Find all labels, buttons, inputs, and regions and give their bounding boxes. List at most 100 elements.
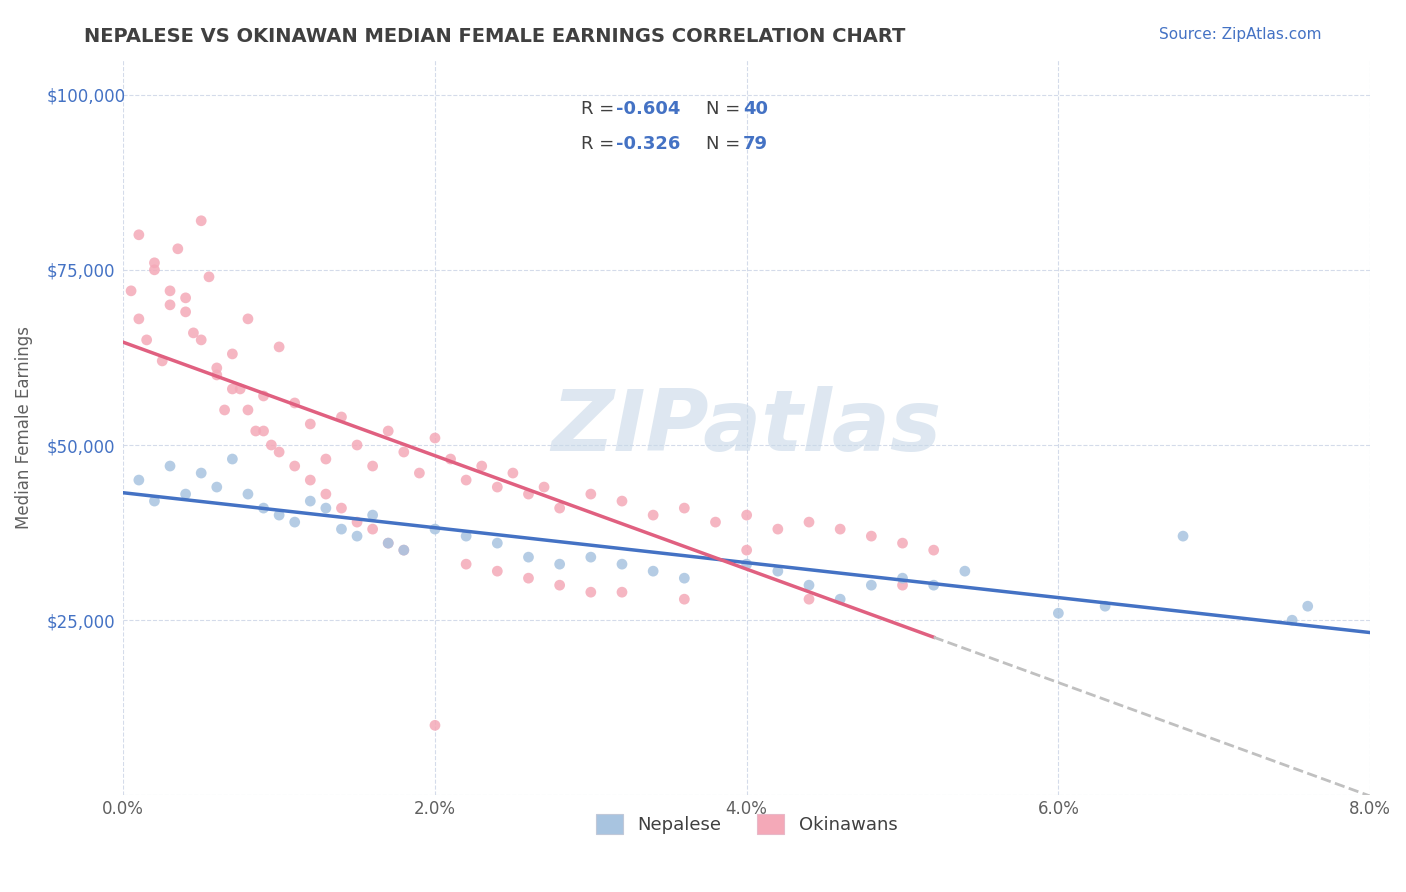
Point — [891, 578, 914, 592]
Point — [673, 571, 696, 585]
Point — [284, 515, 307, 529]
Text: R =: R = — [581, 100, 620, 118]
Point — [330, 522, 353, 536]
Point — [673, 501, 696, 516]
Point — [643, 564, 665, 578]
Point — [128, 473, 150, 487]
Point — [205, 368, 228, 382]
Point — [190, 466, 212, 480]
Point — [766, 522, 789, 536]
Point — [143, 256, 166, 270]
Text: R =: R = — [581, 135, 620, 153]
Point — [860, 529, 883, 543]
Point — [236, 403, 259, 417]
Point — [330, 501, 353, 516]
Point — [174, 291, 197, 305]
Point — [797, 578, 820, 592]
Point — [830, 522, 852, 536]
Point — [891, 536, 914, 550]
Text: Source: ZipAtlas.com: Source: ZipAtlas.com — [1159, 27, 1322, 42]
Point — [269, 508, 291, 522]
Point — [135, 333, 157, 347]
Legend: Nepalese, Okinawans: Nepalese, Okinawans — [585, 803, 908, 846]
Point — [735, 508, 758, 522]
Point — [198, 269, 221, 284]
Point — [392, 543, 415, 558]
Point — [486, 564, 509, 578]
Text: ZIPatlas: ZIPatlas — [551, 386, 942, 469]
Point — [797, 592, 820, 607]
Point — [456, 557, 478, 571]
Point — [190, 214, 212, 228]
Point — [361, 458, 384, 473]
Point — [229, 382, 252, 396]
Point — [269, 340, 291, 354]
Point — [610, 585, 633, 599]
Point — [471, 458, 494, 473]
Point — [423, 718, 446, 732]
Text: NEPALESE VS OKINAWAN MEDIAN FEMALE EARNINGS CORRELATION CHART: NEPALESE VS OKINAWAN MEDIAN FEMALE EARNI… — [84, 27, 905, 45]
Point — [143, 494, 166, 508]
Text: 79: 79 — [742, 135, 768, 153]
Point — [284, 458, 307, 473]
Point — [299, 494, 322, 508]
Point — [797, 515, 820, 529]
Point — [377, 536, 399, 550]
Point — [361, 508, 384, 522]
Point — [735, 543, 758, 558]
Point — [1094, 599, 1116, 614]
Point — [174, 305, 197, 319]
Point — [174, 487, 197, 501]
Point — [236, 311, 259, 326]
Point — [252, 424, 274, 438]
Point — [284, 396, 307, 410]
Y-axis label: Median Female Earnings: Median Female Earnings — [15, 326, 32, 529]
Point — [260, 438, 283, 452]
Point — [517, 571, 540, 585]
Point — [221, 452, 243, 467]
Point — [610, 557, 633, 571]
Point — [456, 473, 478, 487]
Point — [236, 487, 259, 501]
Point — [315, 501, 337, 516]
Point — [517, 487, 540, 501]
Point — [704, 515, 727, 529]
Point — [143, 262, 166, 277]
Point — [205, 360, 228, 375]
Point — [1296, 599, 1319, 614]
Point — [548, 557, 571, 571]
Point — [315, 452, 337, 467]
Point — [922, 578, 945, 592]
Point — [252, 389, 274, 403]
Point — [486, 536, 509, 550]
Point — [643, 508, 665, 522]
Point — [252, 501, 274, 516]
Point — [183, 326, 205, 340]
Point — [423, 431, 446, 445]
Point — [377, 424, 399, 438]
Text: -0.604: -0.604 — [616, 100, 681, 118]
Point — [221, 347, 243, 361]
Point — [423, 522, 446, 536]
Point — [830, 592, 852, 607]
Point — [922, 543, 945, 558]
Point — [766, 564, 789, 578]
Point — [673, 592, 696, 607]
Point — [330, 409, 353, 424]
Point — [486, 480, 509, 494]
Point — [205, 480, 228, 494]
Point — [610, 494, 633, 508]
Point — [456, 529, 478, 543]
Point — [579, 550, 602, 565]
Point — [517, 550, 540, 565]
Text: N =: N = — [706, 100, 745, 118]
Point — [159, 284, 181, 298]
Point — [392, 543, 415, 558]
Point — [120, 284, 142, 298]
Point — [392, 445, 415, 459]
Point — [315, 487, 337, 501]
Point — [579, 585, 602, 599]
Point — [408, 466, 430, 480]
Point — [377, 536, 399, 550]
Point — [891, 571, 914, 585]
